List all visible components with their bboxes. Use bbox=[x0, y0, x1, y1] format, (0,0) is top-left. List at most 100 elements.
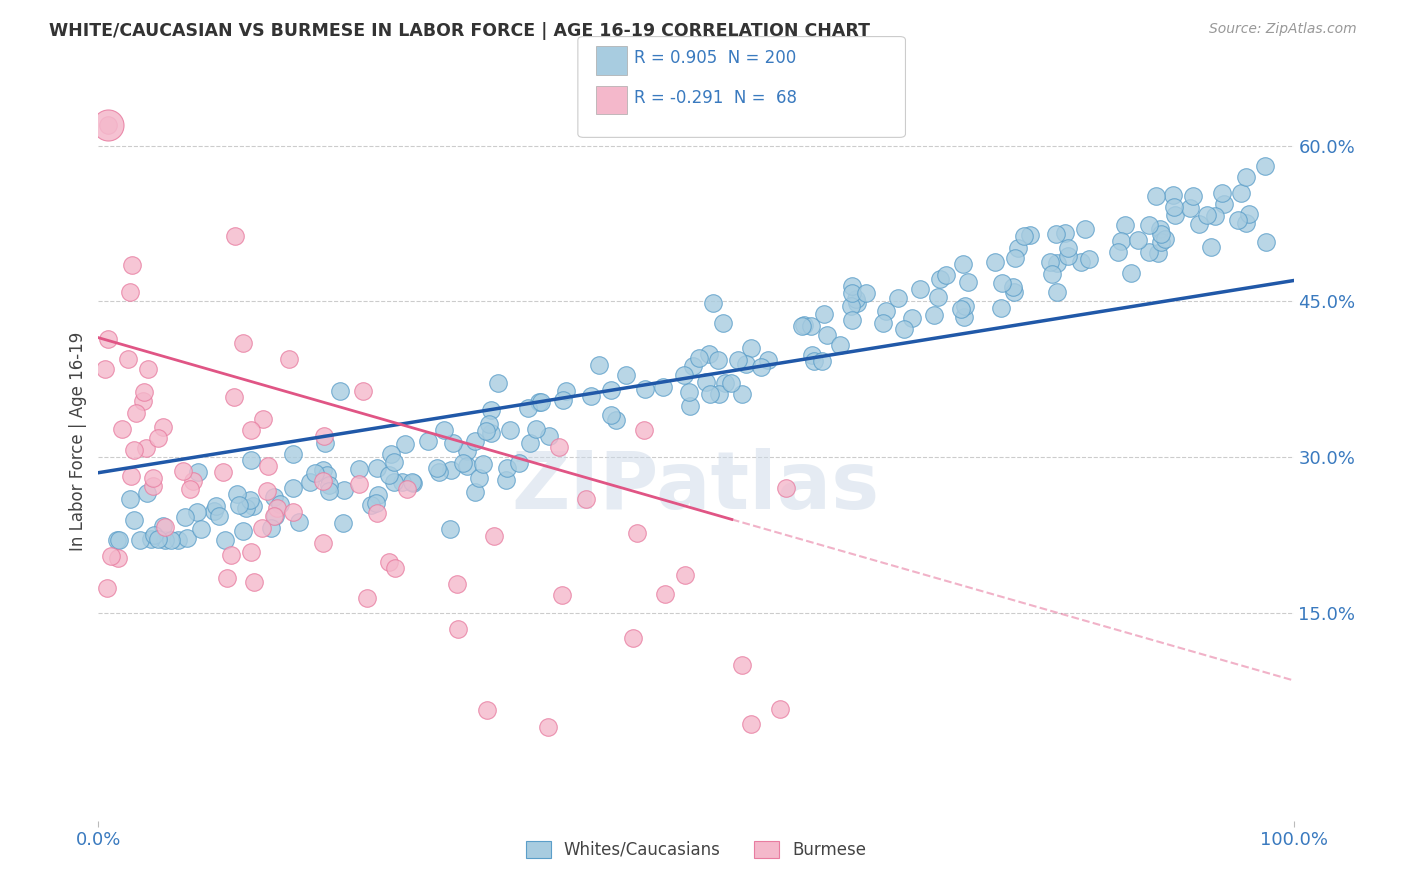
Point bbox=[1197, 208, 1219, 222]
Point bbox=[471, 457, 494, 471]
Point bbox=[749, 360, 772, 375]
Point bbox=[1163, 200, 1185, 214]
Point bbox=[1234, 169, 1257, 184]
Point bbox=[1150, 227, 1173, 242]
Point bbox=[205, 500, 228, 514]
Point bbox=[600, 384, 623, 398]
Point bbox=[225, 487, 247, 501]
Point bbox=[699, 387, 721, 401]
Point bbox=[709, 387, 731, 401]
Point bbox=[731, 657, 754, 672]
Point bbox=[952, 257, 974, 271]
Point bbox=[1147, 245, 1170, 260]
Point bbox=[695, 376, 717, 390]
Point bbox=[467, 471, 489, 485]
Point bbox=[232, 336, 254, 351]
Point bbox=[475, 424, 498, 438]
Point bbox=[333, 483, 356, 497]
Point bbox=[97, 118, 120, 132]
Point bbox=[105, 533, 128, 548]
Point bbox=[439, 522, 461, 536]
Point bbox=[391, 475, 413, 490]
Point bbox=[633, 423, 655, 437]
Point bbox=[183, 475, 205, 489]
Point bbox=[312, 463, 335, 477]
Point bbox=[352, 384, 374, 399]
Point bbox=[212, 465, 235, 479]
Point bbox=[953, 299, 976, 313]
Point bbox=[886, 291, 908, 305]
Text: WHITE/CAUCASIAN VS BURMESE IN LABOR FORCE | AGE 16-19 CORRELATION CHART: WHITE/CAUCASIAN VS BURMESE IN LABOR FORC… bbox=[49, 22, 870, 40]
Point bbox=[537, 720, 560, 734]
Point bbox=[1139, 245, 1161, 260]
Point bbox=[402, 476, 425, 491]
Point bbox=[1109, 234, 1132, 248]
Legend: Whites/Caucasians, Burmese: Whites/Caucasians, Burmese bbox=[519, 834, 873, 865]
Point bbox=[1188, 217, 1211, 231]
Point bbox=[451, 456, 474, 470]
Point bbox=[900, 310, 922, 325]
Point bbox=[714, 376, 737, 391]
Point bbox=[107, 533, 129, 548]
Point bbox=[120, 469, 142, 483]
Point bbox=[217, 571, 239, 585]
Point bbox=[167, 533, 190, 548]
Point bbox=[214, 533, 236, 548]
Point bbox=[508, 456, 530, 470]
Point bbox=[1039, 255, 1062, 269]
Point bbox=[366, 506, 388, 520]
Point bbox=[554, 384, 576, 399]
Point bbox=[1126, 233, 1149, 247]
Point bbox=[176, 531, 198, 545]
Point bbox=[482, 529, 505, 543]
Point bbox=[839, 299, 862, 313]
Point bbox=[401, 475, 423, 489]
Point bbox=[841, 286, 863, 301]
Point bbox=[991, 277, 1014, 291]
Point bbox=[288, 515, 311, 529]
Point bbox=[96, 581, 118, 595]
Point bbox=[117, 352, 139, 367]
Point bbox=[652, 380, 675, 394]
Point bbox=[654, 587, 676, 601]
Point bbox=[1163, 187, 1185, 202]
Point bbox=[228, 498, 250, 512]
Point bbox=[990, 301, 1012, 315]
Point bbox=[135, 441, 157, 455]
Text: R = -0.291  N =  68: R = -0.291 N = 68 bbox=[634, 89, 797, 107]
Point bbox=[633, 383, 655, 397]
Point bbox=[418, 434, 440, 449]
Point bbox=[179, 483, 201, 497]
Point bbox=[530, 395, 553, 409]
Point bbox=[481, 402, 503, 417]
Point bbox=[380, 447, 402, 461]
Point bbox=[367, 488, 389, 502]
Point bbox=[1056, 241, 1078, 255]
Point bbox=[1234, 216, 1257, 230]
Point bbox=[1154, 232, 1177, 246]
Point bbox=[551, 588, 574, 602]
Point bbox=[1211, 186, 1233, 200]
Point bbox=[146, 532, 169, 546]
Point bbox=[159, 533, 181, 548]
Point bbox=[553, 392, 575, 407]
Point bbox=[908, 282, 931, 296]
Point bbox=[384, 561, 406, 575]
Point bbox=[621, 631, 644, 645]
Point bbox=[731, 387, 754, 401]
Point bbox=[219, 548, 242, 562]
Point bbox=[332, 516, 354, 530]
Point bbox=[124, 442, 146, 457]
Point bbox=[479, 425, 502, 440]
Point bbox=[263, 508, 285, 523]
Point bbox=[711, 316, 734, 330]
Point bbox=[740, 717, 762, 731]
Point bbox=[155, 520, 177, 534]
Point bbox=[186, 505, 208, 519]
Point bbox=[775, 481, 797, 495]
Point bbox=[224, 228, 246, 243]
Point bbox=[142, 528, 165, 542]
Point bbox=[152, 518, 174, 533]
Point bbox=[263, 490, 285, 504]
Point bbox=[312, 474, 335, 488]
